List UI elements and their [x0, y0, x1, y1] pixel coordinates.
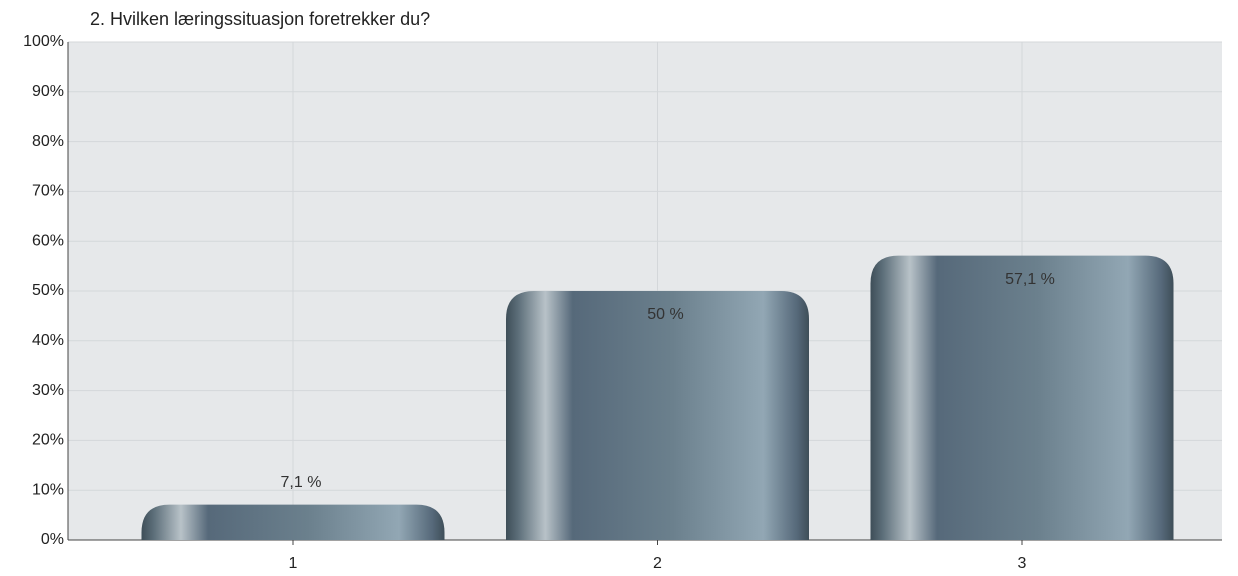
y-tick-label: 20%: [32, 432, 64, 449]
y-tick-label: 50%: [32, 282, 64, 299]
y-tick-label: 60%: [32, 232, 64, 249]
y-tick-label: 90%: [32, 83, 64, 100]
bar: [506, 291, 809, 540]
y-tick-label: 40%: [32, 332, 64, 349]
x-tick-label: 3: [1018, 555, 1027, 572]
y-tick-label: 100%: [23, 33, 64, 50]
y-tick-label: 70%: [32, 183, 64, 200]
x-tick-label: 2: [653, 555, 662, 572]
x-tick-label: 1: [289, 555, 298, 572]
data-label: 50 %: [647, 306, 683, 323]
bar: [141, 504, 445, 540]
y-tick-label: 30%: [32, 382, 64, 399]
data-label: 57,1 %: [1005, 271, 1055, 288]
data-label: 7,1 %: [281, 474, 322, 491]
bar: [870, 255, 1174, 540]
chart-title: 2. Hvilken læringssituasjon foretrekker …: [90, 9, 430, 29]
y-tick-label: 10%: [32, 481, 64, 498]
y-tick-label: 80%: [32, 133, 64, 150]
y-tick-label: 0%: [41, 531, 64, 548]
